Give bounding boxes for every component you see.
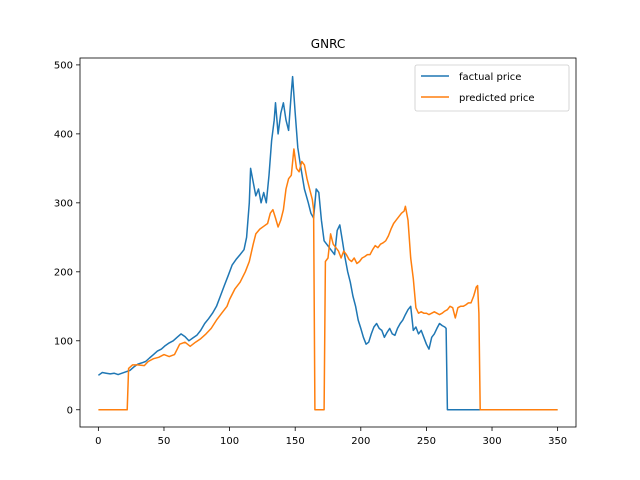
y-tick-label: 100 xyxy=(54,336,73,347)
plot-frame xyxy=(79,57,577,428)
legend-label-factual-price: factual price xyxy=(459,72,521,83)
legend-box xyxy=(414,64,570,112)
y-tick-label: 400 xyxy=(54,129,73,140)
chart-title: GNRC xyxy=(311,37,345,51)
y-tick-label: 500 xyxy=(54,60,73,71)
x-tick-label: 100 xyxy=(220,436,239,447)
series-line-factual-price xyxy=(97,75,558,411)
y-tick-label: 300 xyxy=(54,198,73,209)
legend: factual price predicted price xyxy=(414,64,570,112)
series-line-predicted-price xyxy=(98,148,558,411)
x-tick-label: 0 xyxy=(95,436,101,447)
legend-label-predicted-price: predicted price xyxy=(459,93,535,104)
y-axis: 0 100 200 300 400 500 xyxy=(54,60,80,416)
x-tick-label: 300 xyxy=(482,436,501,447)
x-axis: 0 50 100 150 200 250 300 350 xyxy=(95,427,567,447)
x-tick-label: 200 xyxy=(351,436,370,447)
y-tick-label: 200 xyxy=(54,267,73,278)
series-layer xyxy=(97,75,558,411)
x-tick-label: 150 xyxy=(286,436,305,447)
y-tick-label: 0 xyxy=(67,405,73,416)
x-tick-label: 350 xyxy=(548,436,567,447)
x-tick-label: 250 xyxy=(417,436,436,447)
x-tick-label: 50 xyxy=(158,436,171,447)
